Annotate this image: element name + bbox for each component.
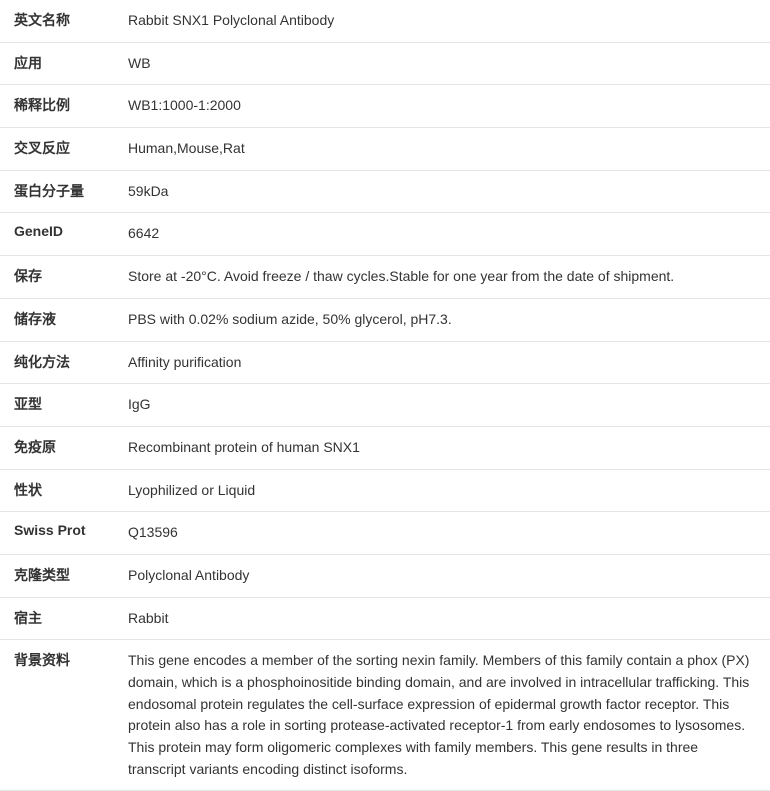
row-value: This gene encodes a member of the sortin… — [120, 640, 770, 791]
table-row: 免疫原 Recombinant protein of human SNX1 — [0, 426, 770, 469]
table-row: GeneID 6642 — [0, 213, 770, 256]
row-value: Polyclonal Antibody — [120, 554, 770, 597]
table-row: 储存液 PBS with 0.02% sodium azide, 50% gly… — [0, 298, 770, 341]
table-row: 克隆类型 Polyclonal Antibody — [0, 554, 770, 597]
row-label: 宿主 — [0, 597, 120, 640]
row-value: PBS with 0.02% sodium azide, 50% glycero… — [120, 298, 770, 341]
row-value: Rabbit — [120, 597, 770, 640]
row-value: WB — [120, 42, 770, 85]
table-row: 英文名称 Rabbit SNX1 Polyclonal Antibody — [0, 0, 770, 42]
table-row: 亚型 IgG — [0, 384, 770, 427]
table-row: 宿主 Rabbit — [0, 597, 770, 640]
row-value: IgG — [120, 384, 770, 427]
row-label: 蛋白分子量 — [0, 170, 120, 213]
spec-table: 英文名称 Rabbit SNX1 Polyclonal Antibody 应用 … — [0, 0, 770, 791]
row-label: 背景资料 — [0, 640, 120, 791]
row-value: Rabbit SNX1 Polyclonal Antibody — [120, 0, 770, 42]
row-label: 性状 — [0, 469, 120, 512]
row-label: 克隆类型 — [0, 554, 120, 597]
row-value: Recombinant protein of human SNX1 — [120, 426, 770, 469]
table-row: 纯化方法 Affinity purification — [0, 341, 770, 384]
row-value: Store at -20°C. Avoid freeze / thaw cycl… — [120, 256, 770, 299]
row-value: 59kDa — [120, 170, 770, 213]
table-row: 保存 Store at -20°C. Avoid freeze / thaw c… — [0, 256, 770, 299]
spec-table-body: 英文名称 Rabbit SNX1 Polyclonal Antibody 应用 … — [0, 0, 770, 791]
row-label: 免疫原 — [0, 426, 120, 469]
row-label: 英文名称 — [0, 0, 120, 42]
row-value: Lyophilized or Liquid — [120, 469, 770, 512]
row-value: 6642 — [120, 213, 770, 256]
row-label: 储存液 — [0, 298, 120, 341]
table-row: 性状 Lyophilized or Liquid — [0, 469, 770, 512]
row-label: 稀释比例 — [0, 85, 120, 128]
table-row: 背景资料 This gene encodes a member of the s… — [0, 640, 770, 791]
table-row: 蛋白分子量 59kDa — [0, 170, 770, 213]
row-label: Swiss Prot — [0, 512, 120, 555]
row-label: 交叉反应 — [0, 128, 120, 171]
row-value: WB1:1000-1:2000 — [120, 85, 770, 128]
table-row: 稀释比例 WB1:1000-1:2000 — [0, 85, 770, 128]
table-row: 交叉反应 Human,Mouse,Rat — [0, 128, 770, 171]
table-row: Swiss Prot Q13596 — [0, 512, 770, 555]
table-row: 应用 WB — [0, 42, 770, 85]
row-label: 应用 — [0, 42, 120, 85]
row-label: 保存 — [0, 256, 120, 299]
row-value: Human,Mouse,Rat — [120, 128, 770, 171]
row-label: 纯化方法 — [0, 341, 120, 384]
row-label: GeneID — [0, 213, 120, 256]
row-value: Q13596 — [120, 512, 770, 555]
row-value: Affinity purification — [120, 341, 770, 384]
row-label: 亚型 — [0, 384, 120, 427]
